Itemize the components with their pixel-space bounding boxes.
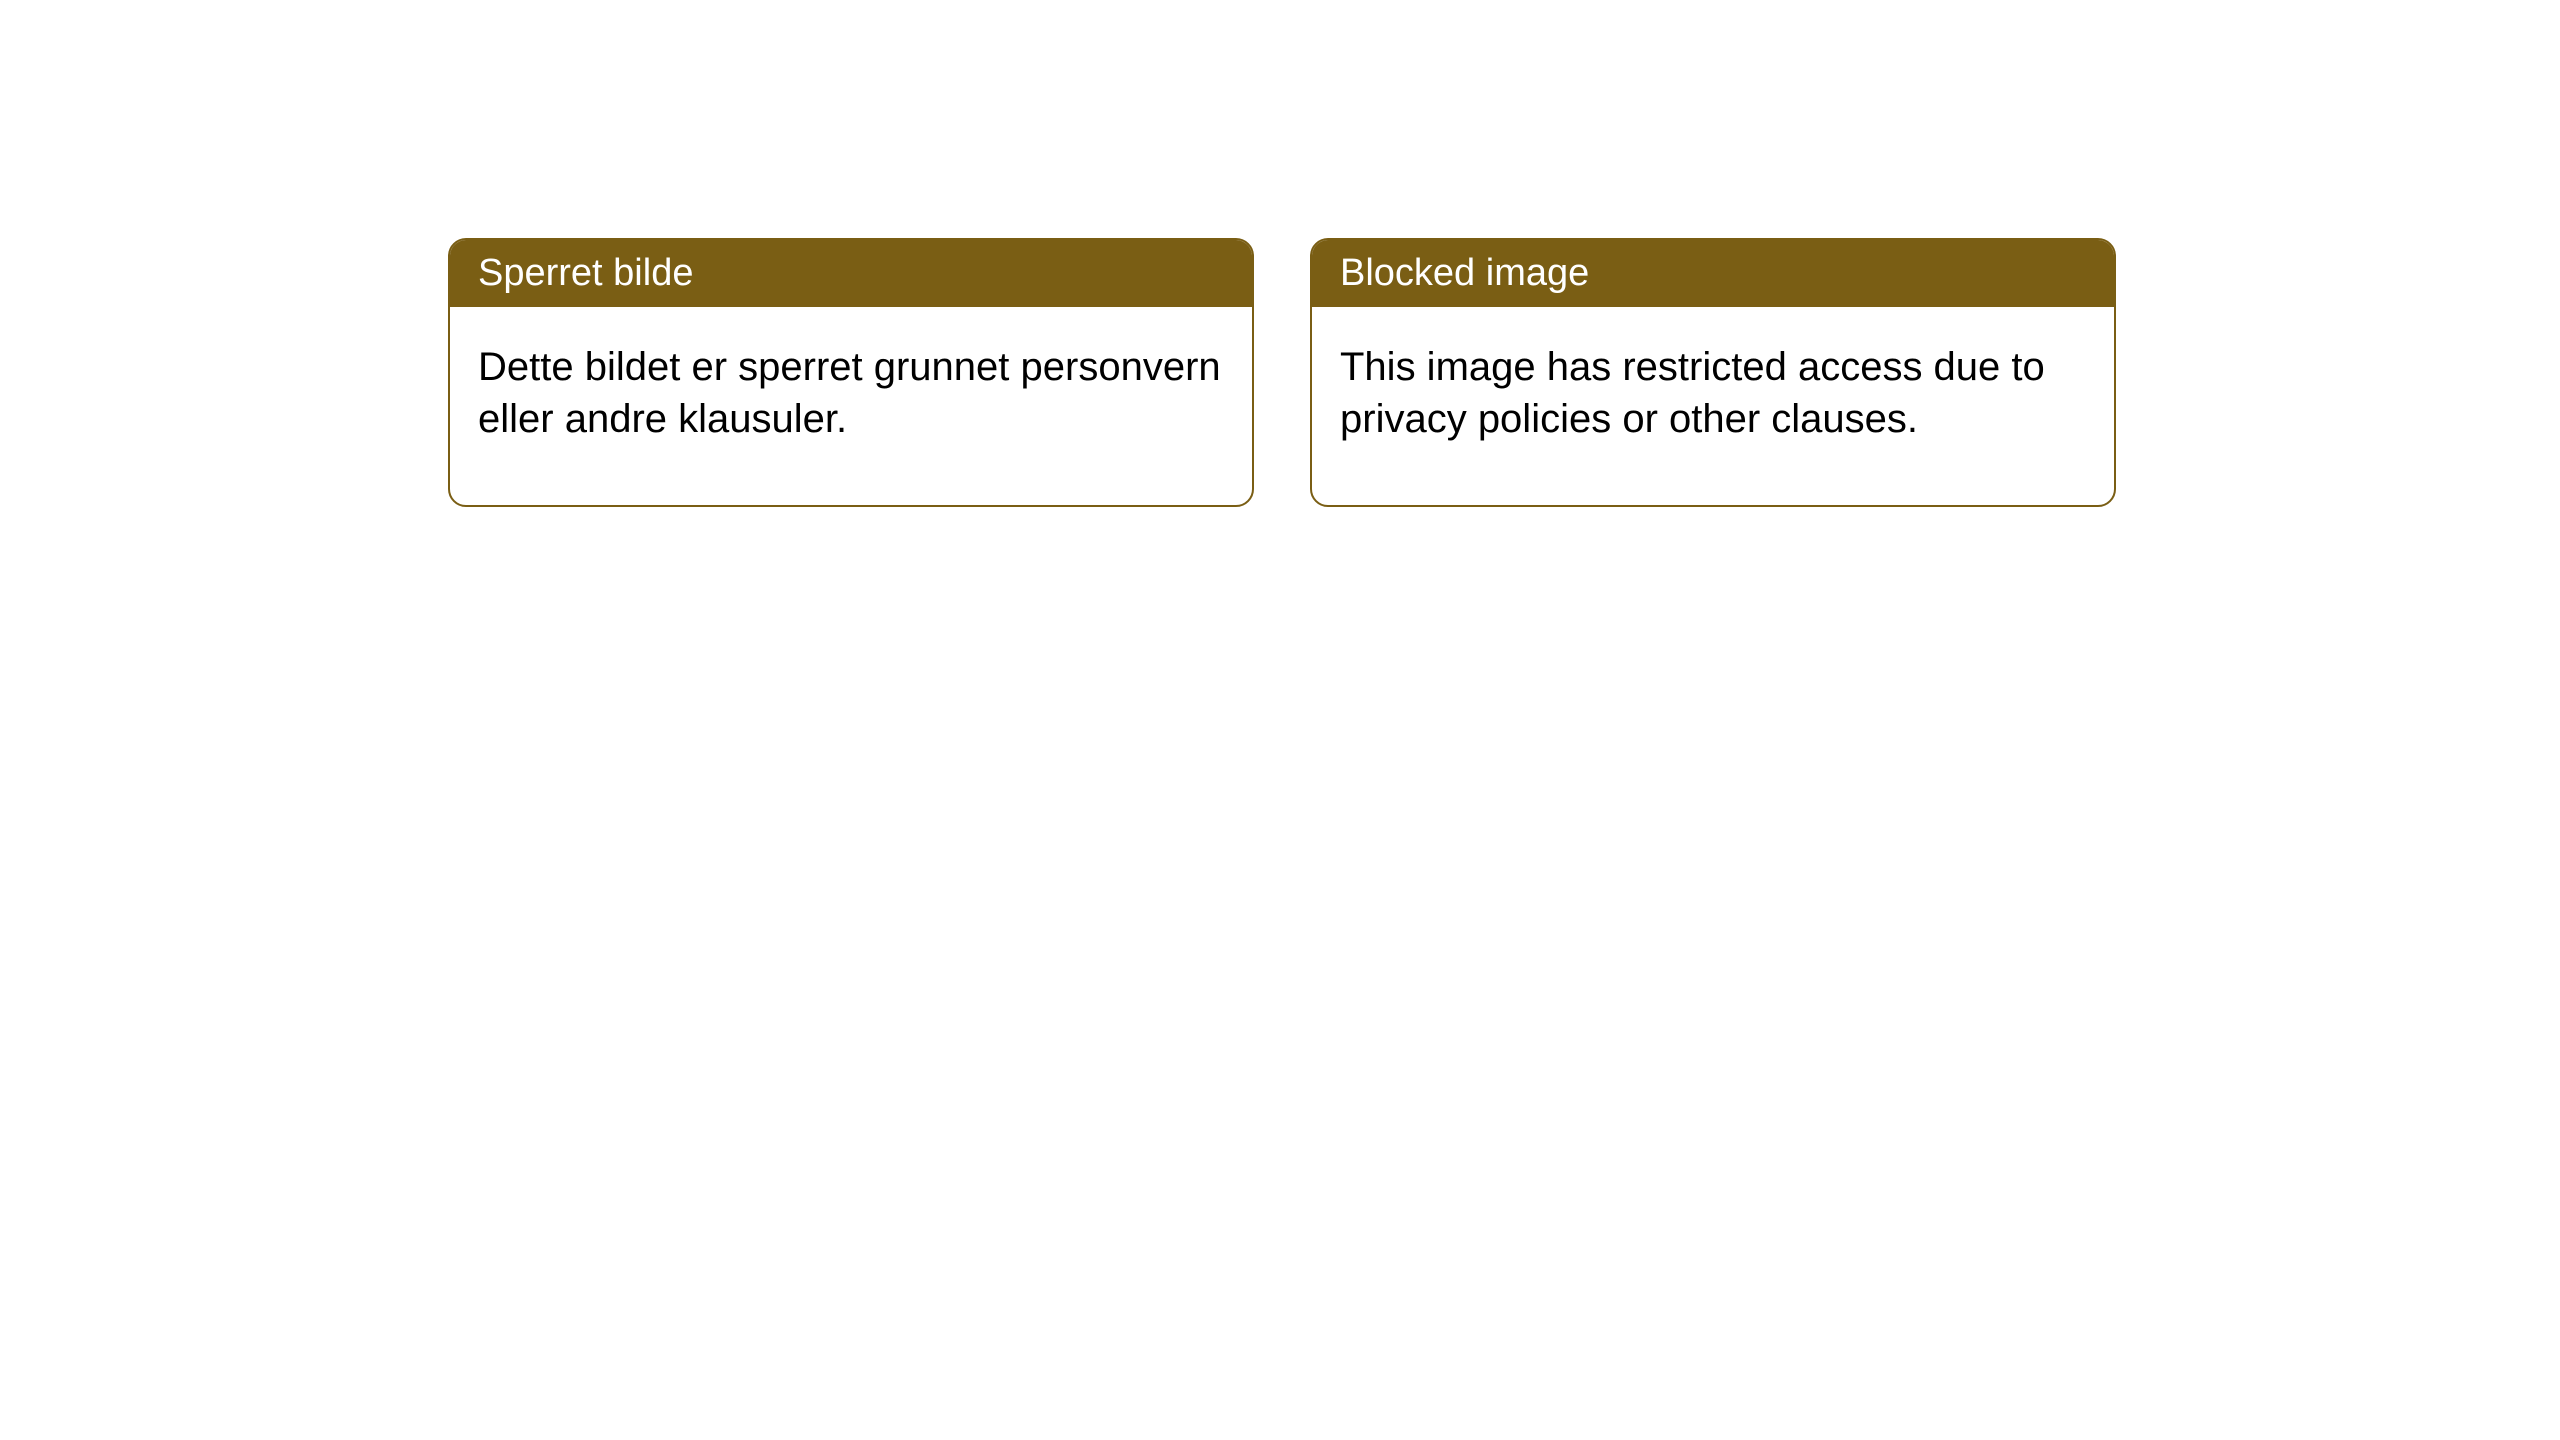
notice-card-norwegian: Sperret bilde Dette bildet er sperret gr…: [448, 238, 1254, 507]
card-body-text: This image has restricted access due to …: [1340, 345, 2045, 441]
notice-container: Sperret bilde Dette bildet er sperret gr…: [448, 238, 2116, 507]
card-header: Blocked image: [1312, 240, 2114, 307]
notice-card-english: Blocked image This image has restricted …: [1310, 238, 2116, 507]
card-title: Blocked image: [1340, 252, 1589, 294]
card-title: Sperret bilde: [478, 252, 693, 294]
card-body-text: Dette bildet er sperret grunnet personve…: [478, 345, 1221, 441]
card-body: This image has restricted access due to …: [1312, 307, 2114, 505]
card-header: Sperret bilde: [450, 240, 1252, 307]
card-body: Dette bildet er sperret grunnet personve…: [450, 307, 1252, 505]
